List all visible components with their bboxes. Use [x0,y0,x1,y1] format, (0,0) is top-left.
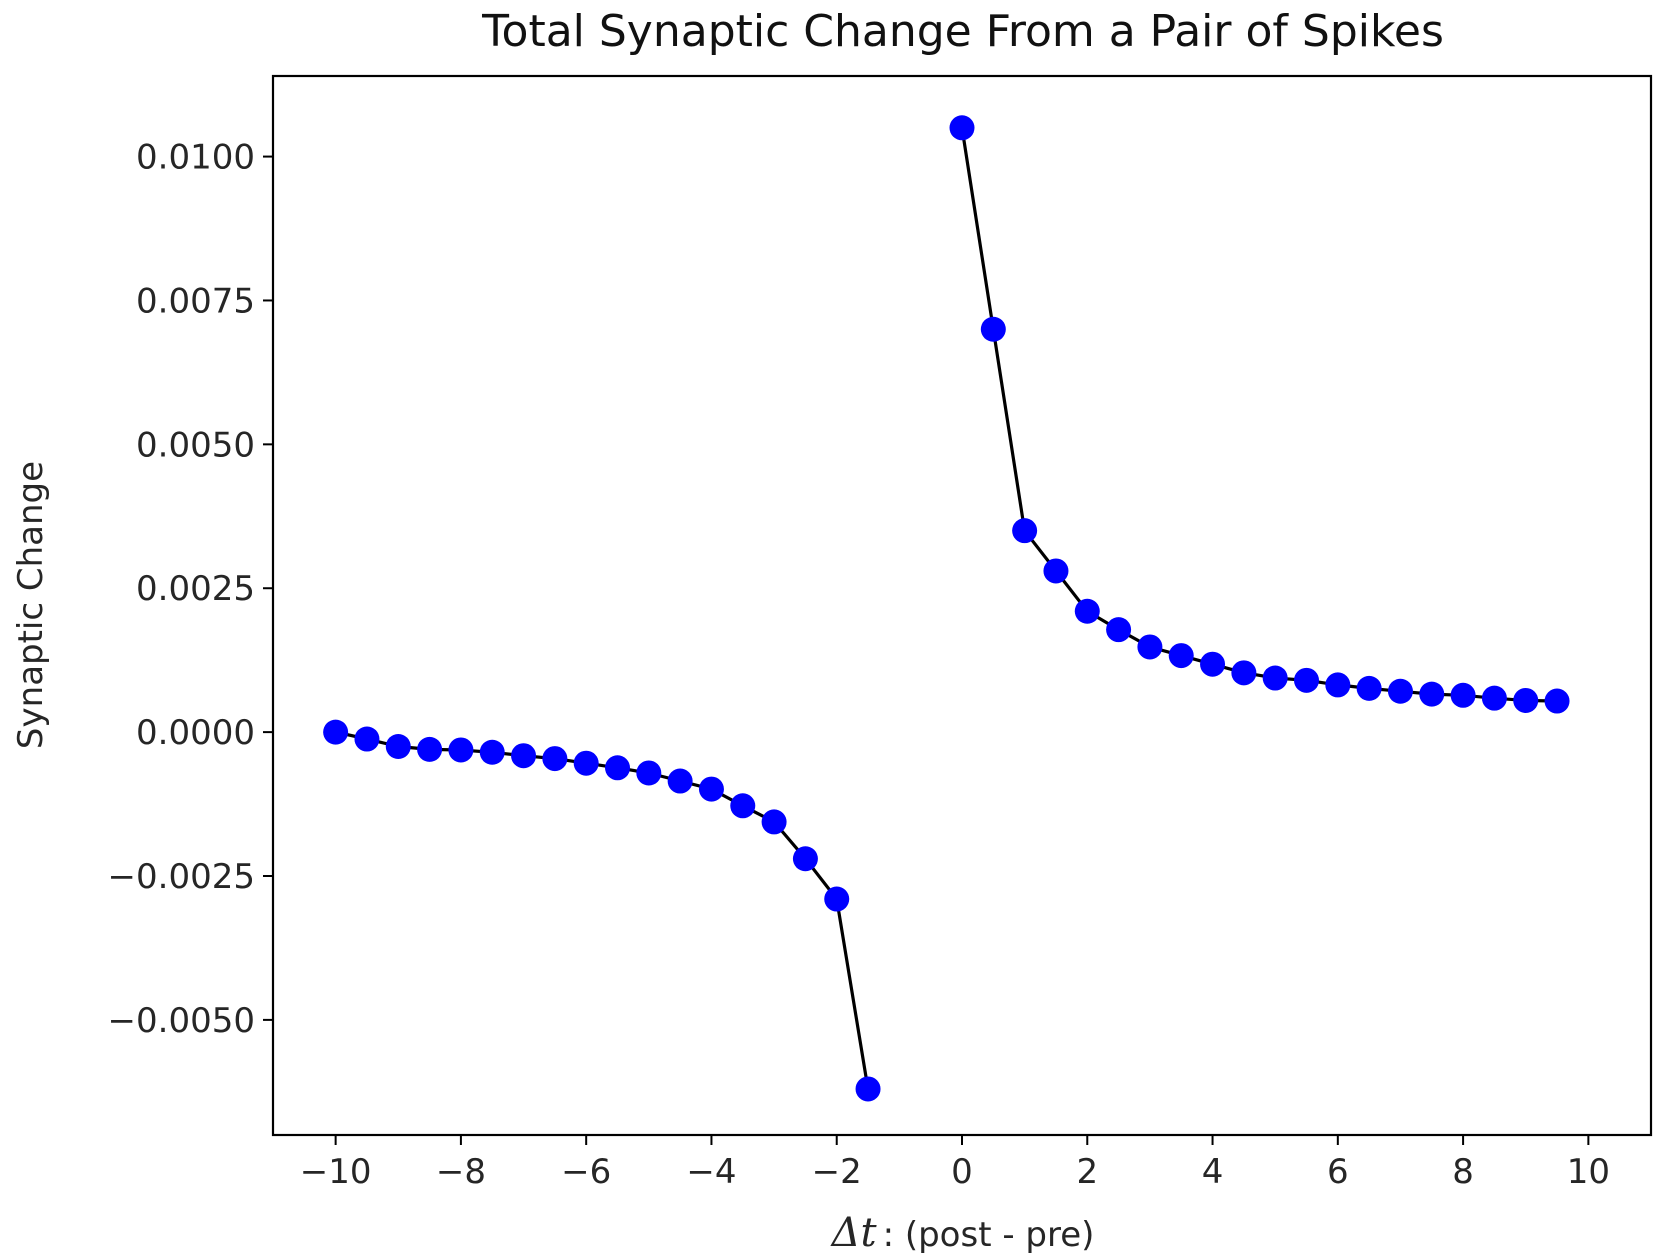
y-tick-label: 0.0100 [136,138,255,178]
x-axis-label-text: : (post - pre) [883,1215,1095,1253]
data-point [1262,665,1288,691]
y-tick-label: 0.0025 [136,569,255,609]
y-tick-label: 0.0075 [136,281,255,321]
data-point [1106,617,1132,643]
data-point [542,746,568,772]
data-point [855,1076,881,1102]
data-point [1419,681,1445,707]
data-point [1513,687,1539,713]
chart-title: Total Synaptic Change From a Pair of Spi… [481,6,1444,57]
data-point [354,726,380,752]
data-point [1074,598,1100,624]
series-line-negative-dt [335,730,870,1090]
data-point [1231,660,1257,686]
data-point [448,737,474,763]
data-point [636,760,662,786]
x-axis-label-symbol: Δt [830,1210,878,1253]
x-axis-label: Δt: (post - pre) [830,1210,1095,1253]
x-tick-label: 10 [1567,1152,1610,1192]
x-tick-label: −10 [300,1152,372,1192]
plot-area [271,74,1653,1137]
x-tick-label: −8 [436,1152,486,1192]
data-point [417,736,443,762]
data-point [323,719,349,745]
data-point [980,316,1006,342]
y-axis-ticks: −0.0050 −0.0025 0.0000 0.0025 0.0050 0.0075 0.… [108,138,273,1041]
data-point [761,809,787,835]
data-point [667,768,693,794]
data-point [1481,685,1507,711]
data-point [698,776,724,802]
y-tick-label: 0.0000 [136,713,255,753]
data-point [573,750,599,776]
data-point [511,743,537,769]
y-tick-label: −0.0050 [108,1001,255,1041]
x-tick-label: 8 [1452,1152,1474,1192]
data-point [824,886,850,912]
axes-frame [271,74,1653,1137]
data-point [949,115,975,141]
data-point [1200,651,1226,677]
data-point [1387,678,1413,704]
y-tick-label: −0.0025 [108,857,255,897]
data-point [1544,688,1570,714]
x-tick-label: −2 [812,1152,862,1192]
x-tick-label: 6 [1327,1152,1349,1192]
data-point [1168,643,1194,669]
x-tick-label: −6 [561,1152,611,1192]
data-point [730,793,756,819]
data-point [605,755,630,781]
data-point [1137,634,1163,660]
data-point [479,739,505,765]
data-point [1012,518,1038,544]
data-point [1356,675,1382,701]
x-tick-label: −4 [686,1152,736,1192]
y-axis-label: Synaptic Change [11,461,51,749]
data-point [1325,672,1351,698]
y-tick-label: 0.0050 [136,425,255,465]
data-point [1294,667,1319,693]
data-point [1043,558,1069,584]
series-markers [323,115,1570,1102]
x-tick-label: 4 [1202,1152,1224,1192]
series-line-positive-dt [960,127,1558,703]
series-lines [335,127,1558,1090]
x-axis-ticks: −10 −8 −6 −4 −2 0 2 4 6 8 10 [300,1135,1610,1192]
x-tick-label: 2 [1076,1152,1098,1192]
data-point [385,734,411,760]
data-point [1450,682,1476,708]
x-tick-label: 0 [951,1152,973,1192]
data-point [792,846,818,872]
